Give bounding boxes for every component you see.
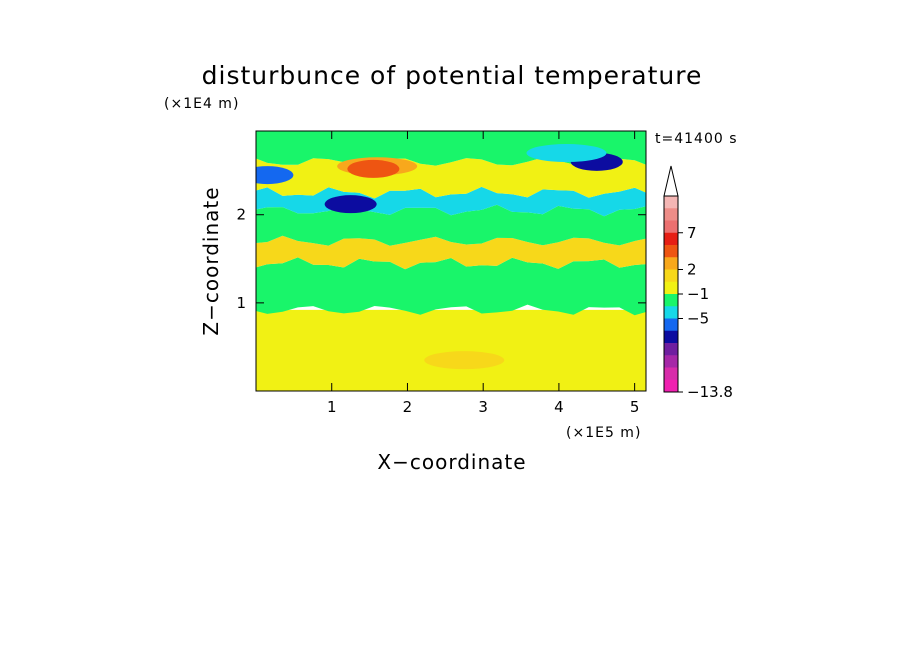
contour-band xyxy=(256,186,646,217)
contour-band xyxy=(256,257,646,316)
x-tick-label: 2 xyxy=(403,398,413,416)
x-tick-label: 1 xyxy=(327,398,337,416)
colorbar-label: −1 xyxy=(687,285,709,303)
colorbar-swatch xyxy=(664,232,678,246)
colorbar-swatch xyxy=(664,355,678,368)
colorbar-swatch xyxy=(664,330,678,344)
contour-band xyxy=(256,309,646,391)
colorbar-swatch xyxy=(664,245,678,258)
x-tick-label: 4 xyxy=(554,398,564,416)
y-axis-ticks: 12 xyxy=(236,206,646,312)
colorbar-label: 7 xyxy=(687,224,697,242)
contour-feature xyxy=(526,144,607,163)
x-axis-ticks: 1 2 3 4 5 xyxy=(327,131,639,416)
colorbar-swatch xyxy=(664,318,678,332)
colorbar-swatch xyxy=(664,257,678,270)
colorbar-swatch xyxy=(664,367,678,381)
contour-feature xyxy=(324,195,377,214)
colorbar-swatch xyxy=(664,343,678,356)
y-axis-label: Z−coordinate xyxy=(199,186,223,335)
colorbar-label: −5 xyxy=(687,310,709,328)
colorbar: 7 2 −1 −5 −13.8 xyxy=(663,165,733,401)
colorbar-swatch xyxy=(664,294,678,307)
colorbar-swatch xyxy=(664,306,678,319)
y-tick-label: 2 xyxy=(236,206,246,224)
x-unit-label: (×1E5 m) xyxy=(566,425,641,441)
colorbar-swatch xyxy=(664,269,678,283)
x-axis-label: X−coordinate xyxy=(377,450,526,474)
time-label: t=41400 s xyxy=(655,131,738,147)
contour-band xyxy=(256,204,646,246)
colorbar-label: 2 xyxy=(687,261,697,279)
colorbar-swatch xyxy=(664,281,678,295)
contour-feature xyxy=(424,351,505,370)
colorbar-label: −13.8 xyxy=(687,383,733,401)
x-tick-label: 3 xyxy=(478,398,488,416)
colorbar-arrow xyxy=(663,165,679,197)
y-tick-label: 1 xyxy=(236,294,246,312)
plot-frame xyxy=(255,130,647,392)
contour-feature xyxy=(256,166,294,185)
colorbar-swatch xyxy=(664,208,678,221)
x-tick-label: 5 xyxy=(630,398,640,416)
chart-title: disturbunce of potential temperature xyxy=(202,61,703,90)
y-unit-label: (×1E4 m) xyxy=(164,96,239,112)
colorbar-swatch xyxy=(664,379,678,393)
plot-area xyxy=(256,131,646,391)
contour-band xyxy=(256,235,646,270)
colorbar-swatch xyxy=(664,196,678,209)
contour-feature xyxy=(347,159,400,178)
colorbar-swatch xyxy=(664,220,678,234)
